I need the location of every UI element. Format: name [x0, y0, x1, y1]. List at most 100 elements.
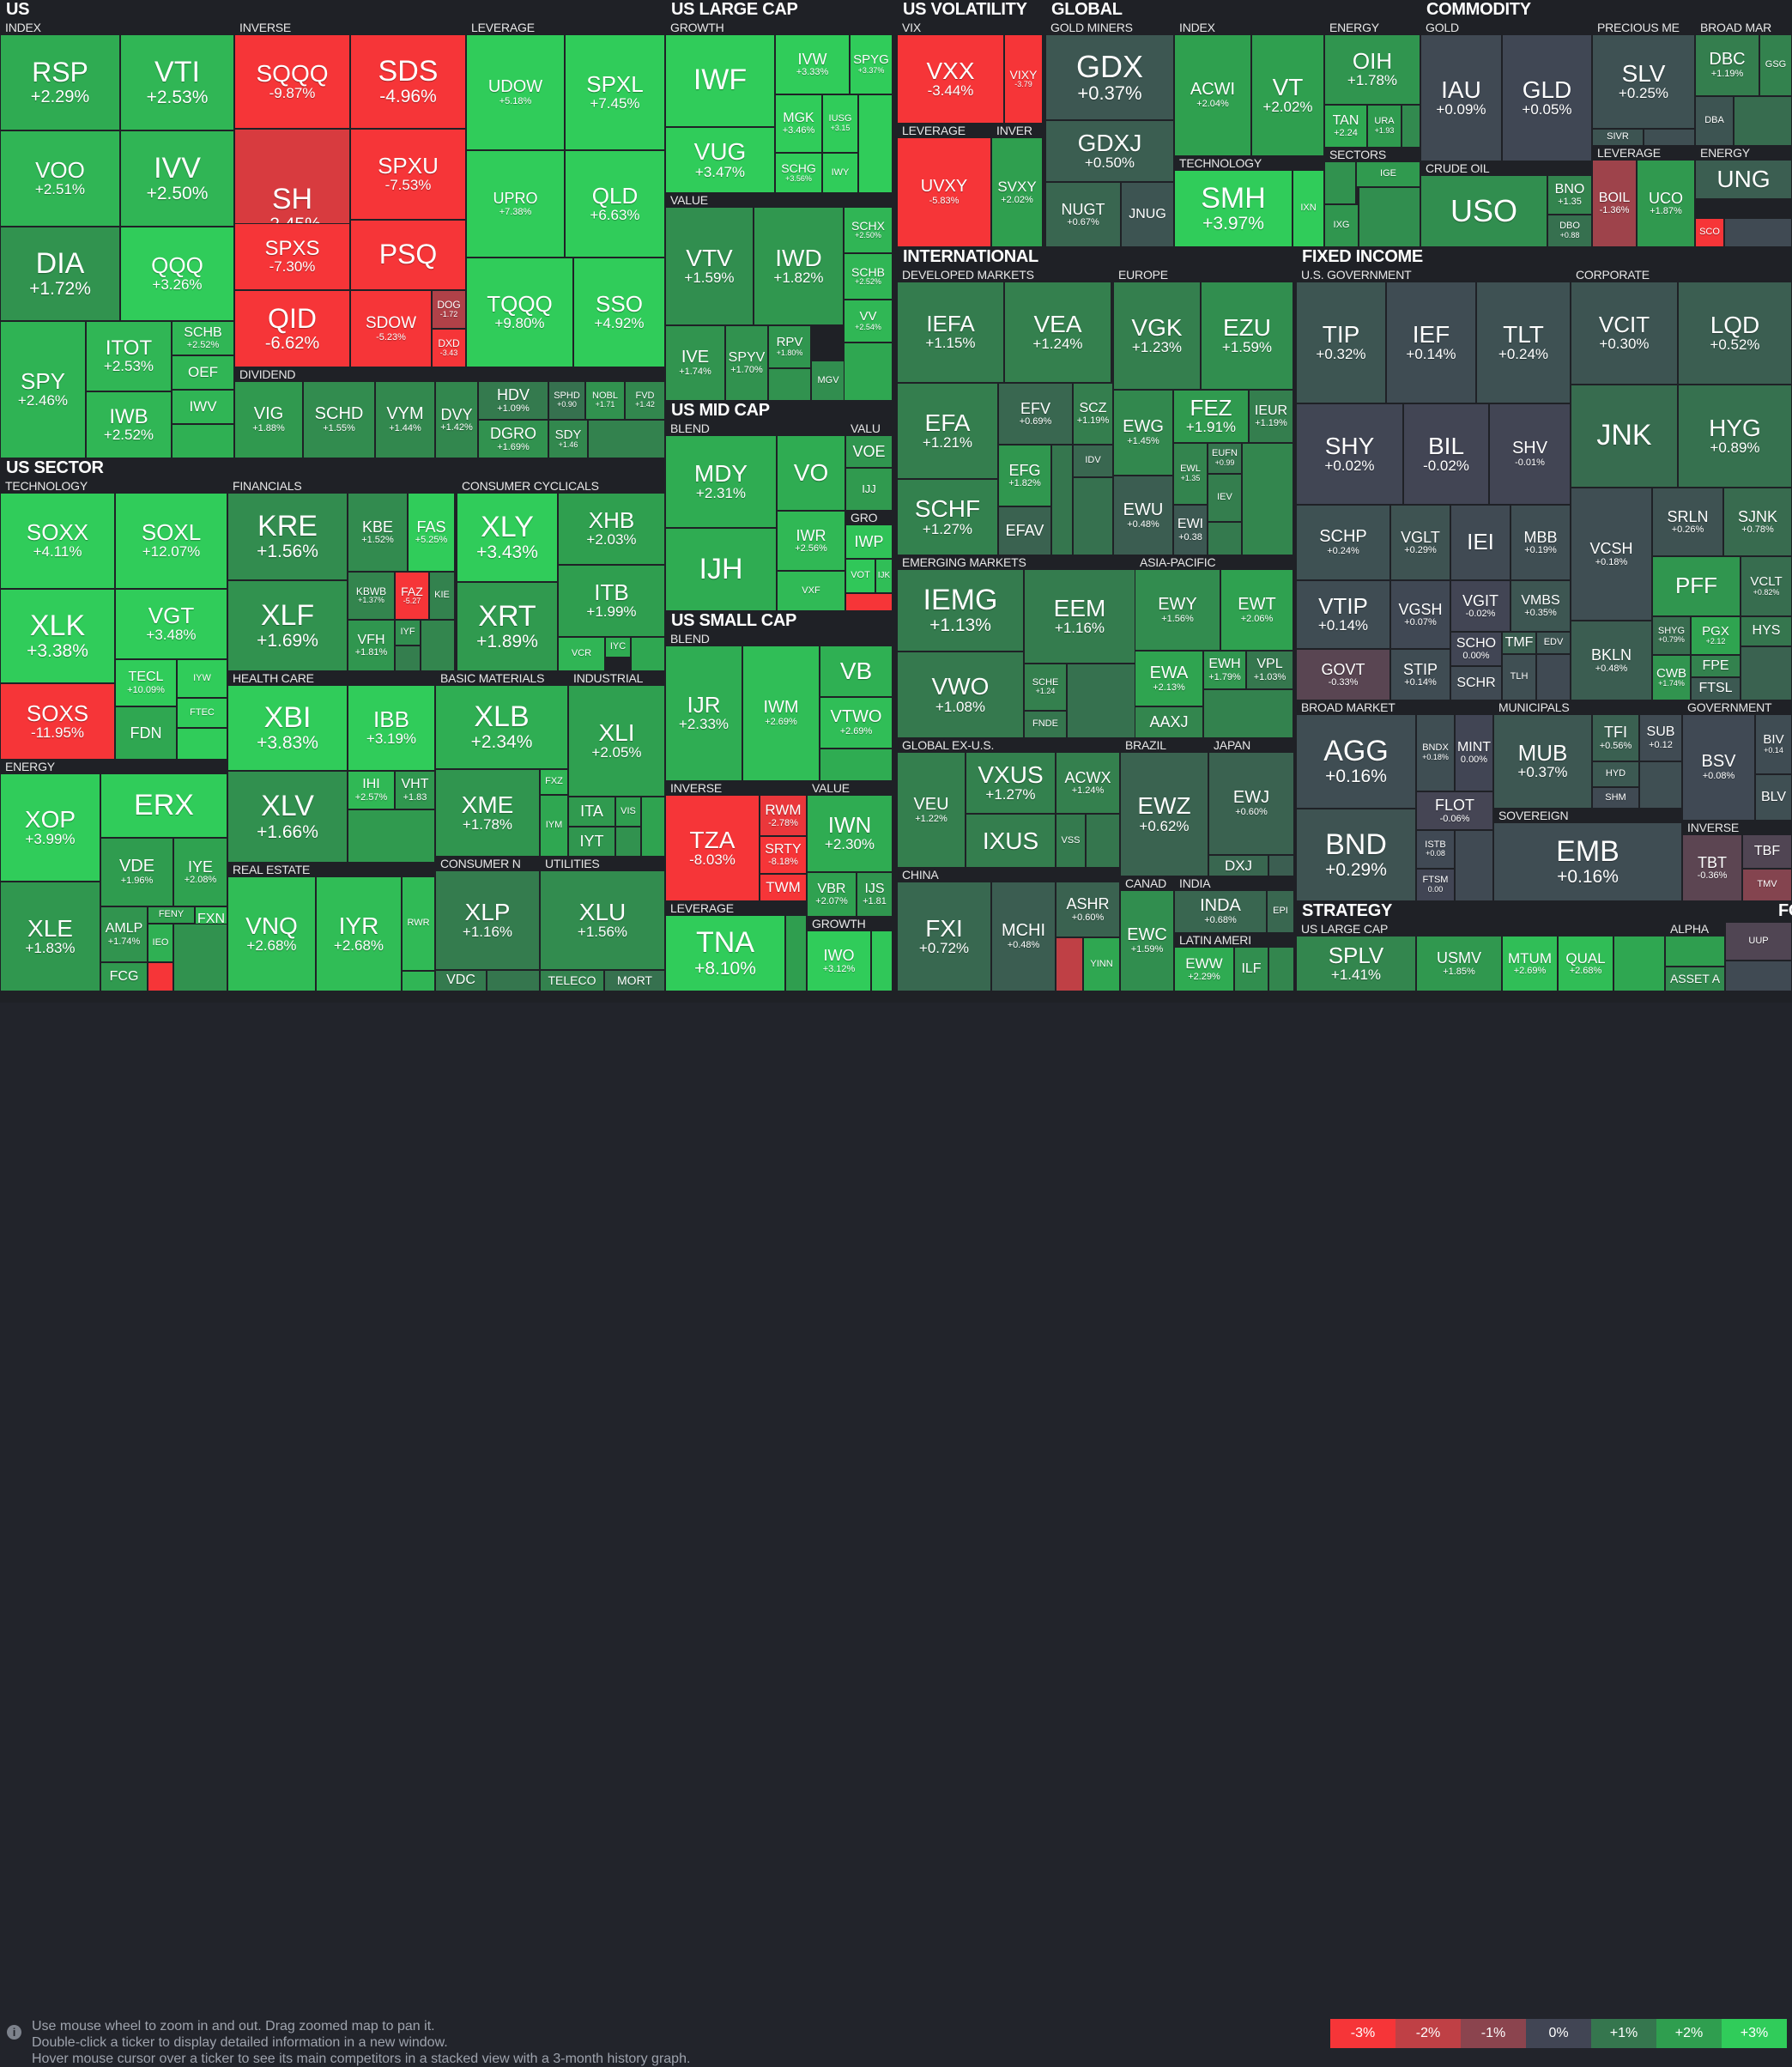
ticker-tile-ura[interactable]: URA +1.93 — [1367, 105, 1402, 148]
ticker-tile-vdc[interactable]: VDC — [435, 970, 487, 991]
ticker-tile-bsv[interactable]: BSV +0.08% — [1682, 714, 1755, 821]
ticker-tile[interactable] — [1644, 129, 1695, 146]
ticker-tile[interactable] — [858, 94, 893, 193]
ticker-tile-kie[interactable]: KIE — [429, 572, 455, 620]
ticker-tile-vmbs[interactable]: VMBS +0.35% — [1510, 580, 1571, 632]
ticker-tile-ijs[interactable]: IJS +1.81 — [857, 872, 893, 917]
ticker-tile-ewg[interactable]: EWG +1.45% — [1113, 390, 1173, 476]
ticker-tile-spxl[interactable]: SPXL +7.45% — [565, 34, 665, 150]
ticker-tile-jnk[interactable]: JNK — [1571, 385, 1678, 488]
ticker-tile-dia[interactable]: DIA +1.72% — [0, 227, 120, 321]
ticker-tile-sivr[interactable]: SIVR — [1592, 129, 1644, 146]
ticker-tile-vnq[interactable]: VNQ +2.68% — [227, 876, 316, 991]
ticker-tile-xlu[interactable]: XLU +1.56% — [540, 870, 665, 970]
ticker-tile[interactable] — [1067, 664, 1135, 738]
ticker-tile-iyt[interactable]: IYT — [568, 827, 615, 857]
ticker-tile-fxi[interactable]: FXI +0.72% — [897, 882, 991, 991]
ticker-tile-vcsh[interactable]: VCSH +0.18% — [1571, 488, 1652, 621]
ticker-tile-biv[interactable]: BIV +0.14 — [1755, 714, 1792, 774]
ticker-tile-feny[interactable]: FENY — [148, 906, 195, 924]
ticker-tile-ewa[interactable]: EWA +2.13% — [1135, 651, 1203, 706]
ticker-tile-uco[interactable]: UCO +1.87% — [1637, 160, 1695, 247]
ticker-tile-xlf[interactable]: XLF +1.69% — [227, 580, 348, 671]
ticker-tile-slv[interactable]: SLV +0.25% — [1592, 34, 1695, 129]
ticker-tile-ive[interactable]: IVE +1.74% — [665, 325, 725, 401]
ticker-tile-vis[interactable]: VIS — [615, 797, 641, 827]
ticker-tile-vixy[interactable]: VIXY -3.79 — [1004, 34, 1043, 124]
ticker-tile-schp[interactable]: SCHP +0.24% — [1296, 505, 1390, 580]
ticker-tile-uvxy[interactable]: UVXY -5.83% — [897, 137, 991, 247]
ticker-tile-iei[interactable]: IEI — [1450, 505, 1510, 580]
ticker-tile-rpv[interactable]: RPV +1.80% — [768, 325, 811, 368]
ticker-tile-vtwo[interactable]: VTWO +2.69% — [820, 697, 893, 749]
ticker-tile-mgv[interactable]: MGV — [811, 361, 845, 401]
ticker-tile-eem[interactable]: EEM +1.16% — [1024, 569, 1135, 664]
ticker-tile-vtv[interactable]: VTV +1.59% — [665, 207, 754, 325]
ticker-tile-ezu[interactable]: EZU +1.59% — [1201, 282, 1293, 390]
ticker-tile-mint[interactable]: MINT 0.00% — [1455, 714, 1493, 791]
ticker-tile-ijh[interactable]: IJH — [665, 528, 777, 611]
ticker-tile-flot[interactable]: FLOT -0.06% — [1416, 791, 1493, 830]
ticker-tile-ewi[interactable]: EWI +0.38 — [1173, 505, 1208, 555]
ticker-tile-iwn[interactable]: IWN +2.30% — [807, 795, 893, 872]
ticker-tile-ieur[interactable]: IEUR +1.19% — [1249, 390, 1293, 443]
ticker-tile-itot[interactable]: ITOT +2.53% — [86, 321, 172, 391]
ticker-tile[interactable] — [641, 797, 665, 857]
ticker-tile-mort[interactable]: MORT — [604, 970, 665, 991]
ticker-tile[interactable] — [1665, 936, 1725, 967]
ticker-tile-eufn[interactable]: EUFN +0.99 — [1208, 443, 1242, 474]
ticker-tile-soxx[interactable]: SOXX +4.11% — [0, 493, 115, 589]
ticker-tile-vot[interactable]: VOT — [845, 559, 875, 593]
ticker-tile-tna[interactable]: TNA +8.10% — [665, 915, 785, 991]
ticker-tile-xme[interactable]: XME +1.78% — [435, 769, 540, 857]
ticker-tile-vxx[interactable]: VXX -3.44% — [897, 34, 1004, 124]
ticker-tile-sso[interactable]: SSO +4.92% — [573, 258, 665, 367]
ticker-tile-iusg[interactable]: IUSG +3.15 — [822, 94, 858, 153]
ticker-tile-efa[interactable]: EFA +1.21% — [897, 383, 998, 479]
ticker-tile-tqqq[interactable]: TQQQ +9.80% — [466, 258, 573, 367]
ticker-tile-mdy[interactable]: MDY +2.31% — [665, 435, 777, 528]
ticker-tile-psq[interactable]: PSQ — [350, 220, 466, 290]
ticker-tile-sche[interactable]: SCHE +1.24 — [1024, 664, 1067, 711]
ticker-tile-sjnk[interactable]: SJNK +0.78% — [1723, 488, 1792, 556]
ticker-tile-voe[interactable]: VOE — [845, 435, 893, 468]
ticker-tile-ewl[interactable]: EWL +1.35 — [1173, 443, 1208, 505]
ticker-tile-iym[interactable]: IYM — [540, 795, 568, 857]
ticker-tile-ita[interactable]: ITA — [568, 797, 615, 827]
ticker-tile-tza[interactable]: TZA -8.03% — [665, 795, 760, 901]
ticker-tile-sphd[interactable]: SPHD +0.90 — [548, 381, 585, 420]
ticker-tile[interactable] — [421, 620, 455, 671]
ticker-tile-svxy[interactable]: SVXY +2.02% — [991, 137, 1043, 247]
ticker-tile-vea[interactable]: VEA +1.24% — [1004, 282, 1111, 383]
ticker-tile[interactable] — [1268, 855, 1294, 876]
ticker-tile-ftec[interactable]: FTEC — [177, 698, 227, 728]
ticker-tile-smh[interactable]: SMH +3.97% — [1174, 170, 1293, 247]
ticker-tile-usmv[interactable]: USMV +1.85% — [1416, 936, 1502, 991]
ticker-tile-tlh[interactable]: TLH — [1502, 654, 1536, 700]
ticker-tile-iyc[interactable]: IYC — [605, 637, 631, 658]
ticker-tile-govt[interactable]: GOVT -0.33% — [1296, 649, 1390, 700]
ticker-tile-sdow[interactable]: SDOW -5.23% — [350, 290, 432, 367]
ticker-tile-tlt[interactable]: TLT +0.24% — [1476, 282, 1571, 403]
ticker-tile-vht[interactable]: VHT +1.83 — [395, 771, 435, 809]
ticker-tile-schx[interactable]: SCHX +2.50% — [844, 207, 893, 253]
ticker-tile-hyd[interactable]: HYD — [1592, 761, 1639, 787]
ticker-tile-tfi[interactable]: TFI +0.56% — [1592, 714, 1639, 761]
ticker-tile-itb[interactable]: ITB +1.99% — [558, 565, 665, 637]
ticker-tile-lqd[interactable]: LQD +0.52% — [1678, 282, 1792, 385]
ticker-tile-ewh[interactable]: EWH +1.79% — [1203, 651, 1246, 689]
ticker-tile-ewc[interactable]: EWC +1.59% — [1120, 890, 1174, 991]
ticker-tile-jnug[interactable]: JNUG — [1121, 182, 1174, 247]
ticker-tile-dvy[interactable]: DVY +1.42% — [435, 381, 478, 458]
ticker-tile-ijk[interactable]: IJK — [875, 559, 893, 593]
ticker-tile-tbt[interactable]: TBT -0.36% — [1682, 834, 1742, 901]
ticker-tile-vgt[interactable]: VGT +3.48% — [115, 589, 227, 659]
ticker-tile[interactable] — [402, 971, 435, 991]
ticker-tile-xli[interactable]: XLI +2.05% — [568, 685, 665, 797]
ticker-tile-shyg[interactable]: SHYG +0.79% — [1652, 616, 1691, 655]
ticker-tile-iyf[interactable]: IYF — [395, 620, 421, 646]
ticker-tile-dgro[interactable]: DGRO +1.69% — [478, 420, 548, 458]
ticker-tile-ieo[interactable]: IEO — [148, 924, 173, 962]
ticker-tile-erx[interactable]: ERX — [100, 773, 227, 838]
ticker-tile-rwr[interactable]: RWR — [402, 876, 435, 971]
